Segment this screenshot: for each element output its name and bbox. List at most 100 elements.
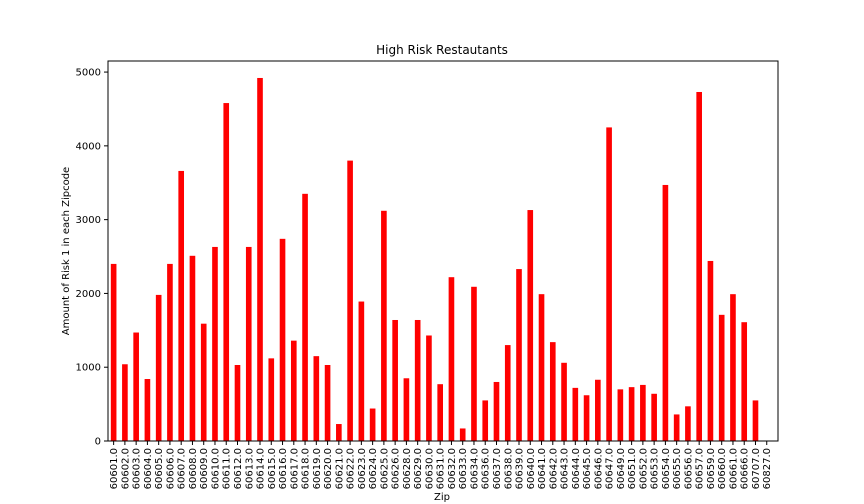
bar-60634.0: [471, 286, 477, 441]
x-tick-label: 60626.0: [391, 448, 402, 489]
bar-60652.0: [640, 384, 646, 441]
x-tick-label: 60707.0: [751, 448, 762, 489]
x-tick-label: 60652.0: [638, 448, 649, 489]
bar-60651.0: [628, 387, 635, 441]
bar-60601.0: [110, 263, 117, 441]
x-tick-label: 60601.0: [109, 448, 120, 489]
bar-60653.0: [651, 393, 657, 441]
y-axis-label: Amount of Risk 1 in each Zipcode: [61, 167, 72, 335]
bar-60612.0: [234, 365, 241, 441]
bar-60607.0: [178, 170, 185, 441]
bar-60654.0: [662, 184, 669, 441]
bar-60643.0: [561, 362, 567, 441]
x-tick-label: 60649.0: [616, 448, 627, 489]
bar-60604.0: [144, 379, 151, 441]
bar-60632.0: [448, 277, 455, 441]
bar-60655.0: [673, 414, 680, 441]
x-tick-label: 60606.0: [165, 448, 176, 489]
bar-60657.0: [696, 91, 702, 442]
x-tick-label: 60611.0: [222, 448, 233, 489]
bar-60649.0: [617, 389, 624, 441]
y-tick-label: 5000: [76, 68, 101, 79]
x-tick-label: 60616.0: [278, 448, 289, 489]
x-tick-label: 60659.0: [706, 448, 717, 489]
bar-60707.0: [752, 400, 759, 441]
bar-60647.0: [606, 127, 612, 441]
x-tick-label: 60639.0: [515, 448, 526, 489]
bar-60625.0: [381, 210, 387, 441]
x-tick-label: 60634.0: [469, 448, 480, 489]
bar-60656.0: [685, 406, 691, 441]
bar-60659.0: [707, 260, 714, 441]
x-tick-label: 60643.0: [560, 448, 571, 489]
bar-60614.0: [257, 77, 263, 441]
bar-60644.0: [572, 387, 579, 441]
bar-60638.0: [504, 345, 511, 441]
x-tick-label: 60618.0: [301, 448, 312, 489]
x-tick-label: 60644.0: [571, 448, 582, 489]
x-tick-label: 60653.0: [650, 448, 661, 489]
x-tick-label: 60608.0: [188, 448, 199, 489]
x-tick-label: 60620.0: [323, 448, 334, 489]
y-tick-label: 4000: [76, 141, 101, 152]
x-axis-label: Zip: [434, 492, 450, 503]
x-tick-label: 60637.0: [492, 448, 503, 489]
x-tick-label: 60624.0: [368, 448, 379, 489]
x-tick-label: 60621.0: [334, 448, 345, 489]
bar-60606.0: [167, 263, 173, 441]
bar-60636.0: [482, 400, 489, 441]
bar-60622.0: [347, 160, 353, 442]
x-tick-label: 60642.0: [548, 448, 559, 489]
bar-60639.0: [516, 269, 522, 441]
x-tick-label: 60655.0: [672, 448, 683, 489]
bar-60609.0: [200, 323, 207, 441]
x-tick-label: 60827.0: [762, 448, 773, 489]
y-axis: 0 1000 2000 3000 4000 5000: [76, 68, 108, 448]
x-tick-label: 60610.0: [210, 448, 221, 489]
x-tick-label: 60640.0: [526, 448, 537, 489]
x-tick-label: 60645.0: [582, 448, 593, 489]
bar-60605.0: [155, 294, 162, 441]
x-tick-label: 60629.0: [413, 448, 424, 489]
x-tick-label: 60660.0: [717, 448, 728, 489]
x-tick-label: 60633.0: [458, 448, 469, 489]
bar-60624.0: [369, 408, 376, 441]
x-tick-label: 60604.0: [143, 448, 154, 489]
bar-60613.0: [245, 246, 252, 441]
x-tick-label: 60625.0: [379, 448, 390, 489]
x-tick-label: 60632.0: [447, 448, 458, 489]
x-tick-label: 60612.0: [233, 448, 244, 489]
x-tick-label: 60613.0: [244, 448, 255, 489]
x-tick-label: 60609.0: [199, 448, 210, 489]
bar-60642.0: [549, 342, 556, 441]
bar-60640.0: [527, 210, 534, 441]
bar-60641.0: [538, 294, 545, 441]
x-tick-label: 60638.0: [503, 448, 514, 489]
bar-60633.0: [459, 428, 466, 441]
x-tick-label: 60623.0: [357, 448, 368, 489]
x-tick-label: 60607.0: [177, 448, 188, 489]
x-tick-label: 60602.0: [120, 448, 131, 489]
bar-60618.0: [302, 193, 308, 441]
x-axis: 60601.0 60602.0 60603.0 60604.0 60605.0 60606…: [109, 441, 773, 489]
bar-60631.0: [437, 384, 443, 441]
x-tick-label: 60657.0: [695, 448, 706, 489]
chart-title: High Risk Restautants: [376, 43, 508, 57]
x-tick-label: 60603.0: [132, 448, 143, 489]
x-tick-label: 60615.0: [267, 448, 278, 489]
y-tick-label: 1000: [76, 363, 101, 374]
x-tick-label: 60619.0: [312, 448, 323, 489]
plot-area-frame: [107, 60, 779, 442]
bar-60616.0: [279, 238, 286, 441]
bar-60628.0: [403, 378, 410, 441]
x-tick-label: 60630.0: [424, 448, 435, 489]
x-tick-label: 60617.0: [289, 448, 300, 489]
bar-60603.0: [133, 332, 139, 441]
bar-60619.0: [313, 356, 320, 441]
bar-60620.0: [324, 365, 331, 441]
bar-60660.0: [718, 314, 725, 441]
bar-60637.0: [493, 381, 500, 441]
x-tick-label: 60661.0: [728, 448, 739, 489]
bar-60602.0: [122, 364, 128, 441]
x-tick-label: 60636.0: [481, 448, 492, 489]
